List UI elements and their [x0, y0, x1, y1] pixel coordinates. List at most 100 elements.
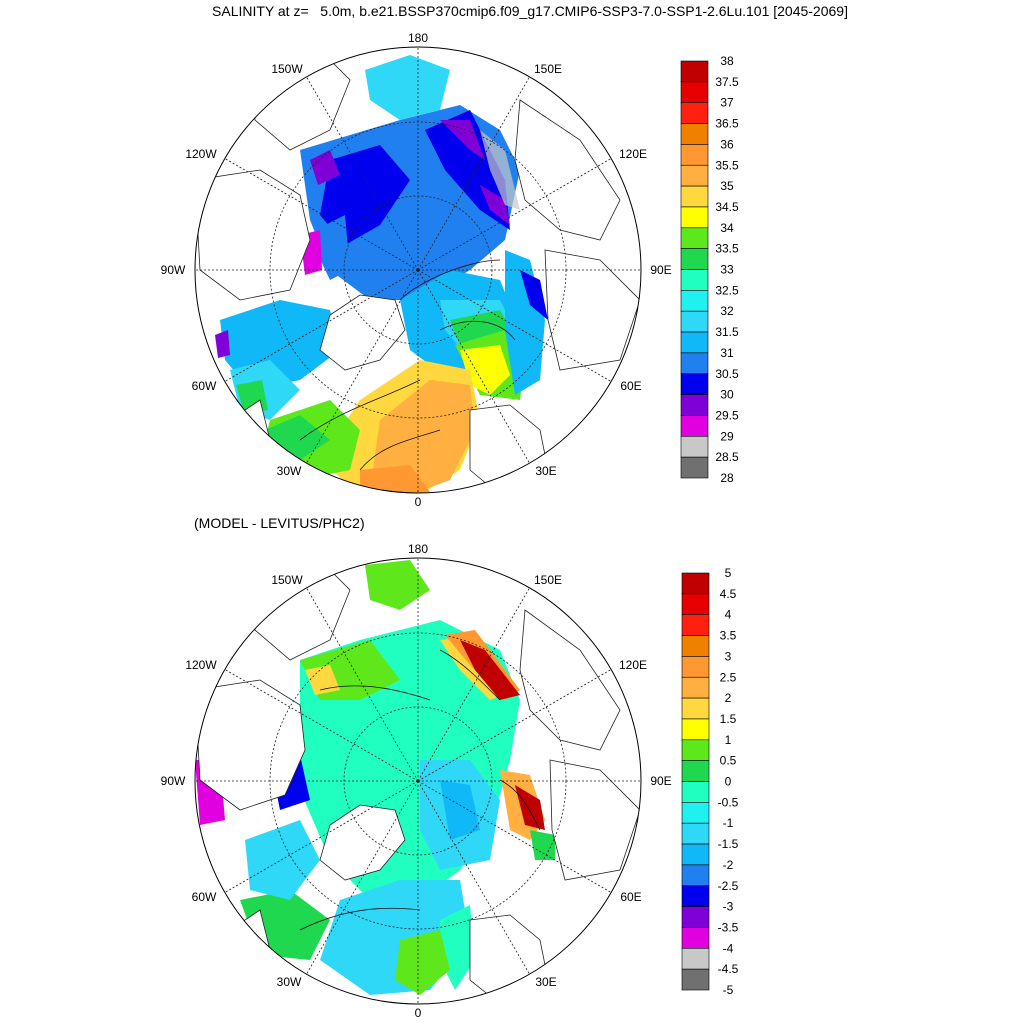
- salinity-colorbar-swatch-2: [680, 102, 709, 124]
- difference-colorbar-swatch-0: [681, 572, 710, 595]
- salinity-colorbar-label-20: 28: [720, 471, 734, 485]
- salinity-colorbar-swatch-14: [680, 352, 709, 375]
- difference-colorbar-label-2: 4: [725, 608, 732, 622]
- difference-colorbar-label-14: -2: [723, 858, 734, 872]
- salinity-colorbar-label-19: 28.5: [715, 450, 739, 464]
- salinity-colorbar-label-6: 35: [720, 179, 734, 193]
- lon-label-90w-bottom: 90W: [161, 774, 186, 788]
- salinity-colorbar-label-14: 31: [720, 346, 734, 360]
- difference-colorbar-label-17: -3.5: [718, 920, 739, 934]
- salinity-colorbar-label-8: 34: [720, 221, 734, 235]
- difference-colorbar-label-19: -4.5: [718, 962, 739, 976]
- difference-colorbar-label-11: -0.5: [718, 795, 739, 809]
- salinity-colorbar-label-11: 32.5: [715, 283, 739, 297]
- salinity-colorbar-label-10: 33: [720, 263, 734, 277]
- lon-label-150e-top: 150E: [534, 62, 562, 76]
- salinity-colorbar-swatch-7: [680, 206, 709, 229]
- difference-colorbar-label-7: 1.5: [720, 712, 737, 726]
- salinity-colorbar-swatch-19: [680, 456, 709, 479]
- difference-colorbar-label-5: 2.5: [720, 670, 737, 684]
- difference-colorbar-swatch-10: [681, 781, 710, 803]
- difference-colorbar-label-9: 0.5: [720, 754, 737, 768]
- lon-label-120w-top: 120W: [185, 147, 217, 161]
- salinity-colorbar-label-12: 32: [720, 304, 734, 318]
- difference-colorbar-label-20: -5: [723, 983, 734, 997]
- salinity-colorbar-swatch-15: [680, 373, 709, 395]
- difference-colorbar-label-13: -1.5: [718, 837, 739, 851]
- lon-label-90w-top: 90W: [161, 263, 186, 277]
- salinity-map: 180 150E 120E 90E 60E 30E 0 30W 60W 90W …: [161, 31, 672, 509]
- difference-colorbar-swatch-11: [681, 802, 710, 824]
- difference-colorbar-label-6: 2: [725, 691, 732, 705]
- salinity-colorbar-label-4: 36: [720, 137, 734, 151]
- salinity-colorbar-swatch-0: [680, 60, 709, 83]
- difference-colorbar: 5 4.5 4 3.5 3 2.5 2 1.5 1 0.5 0 -0.5 -1 -1.5 -2 -2.5 -3 -…: [681, 566, 739, 997]
- difference-map: 180 150E 120E 90E 60E 30E 0 30W 60W 90W …: [161, 542, 672, 1020]
- difference-colorbar-label-18: -4: [723, 941, 734, 955]
- salinity-colorbar-label-13: 31.5: [715, 325, 739, 339]
- difference-colorbar-swatch-7: [681, 718, 710, 741]
- salinity-colorbar-swatch-11: [680, 290, 709, 312]
- lon-label-90e-bottom: 90E: [650, 774, 671, 788]
- salinity-colorbar-swatch-5: [680, 164, 709, 187]
- difference-colorbar-label-16: -3: [723, 900, 734, 914]
- difference-colorbar-label-0: 5: [725, 566, 732, 580]
- difference-colorbar-swatch-12: [681, 822, 710, 845]
- salinity-colorbar-label-16: 30: [720, 388, 734, 402]
- lon-label-30e-bottom: 30E: [535, 975, 556, 989]
- salinity-colorbar-label-3: 36.5: [715, 117, 739, 131]
- difference-colorbar-swatch-14: [681, 864, 710, 887]
- lon-label-150w-bottom: 150W: [271, 573, 303, 587]
- salinity-colorbar-swatch-4: [680, 144, 709, 166]
- difference-colorbar-label-3: 3.5: [720, 629, 737, 643]
- lon-label-150e-bottom: 150E: [534, 573, 562, 587]
- salinity-colorbar-swatch-18: [680, 435, 709, 458]
- lon-label-120e-bottom: 120E: [619, 658, 647, 672]
- difference-colorbar-label-15: -2.5: [718, 879, 739, 893]
- difference-colorbar-swatch-6: [681, 697, 710, 720]
- salinity-colorbar-swatch-13: [680, 331, 709, 354]
- difference-colorbar-swatch-15: [681, 885, 710, 907]
- lon-label-60e-bottom: 60E: [620, 890, 641, 904]
- salinity-colorbar-swatch-3: [680, 123, 709, 145]
- difference-colorbar-label-12: -1: [723, 816, 734, 830]
- lon-label-30e-top: 30E: [535, 464, 556, 478]
- difference-colorbar-label-1: 4.5: [720, 587, 737, 601]
- salinity-colorbar-swatch-10: [680, 269, 709, 291]
- salinity-colorbar-label-7: 34.5: [715, 200, 739, 214]
- salinity-colorbar: 38 37.5 37 36.5 36 35.5 35 34.5 34 33.5 33 32.5 32 31…: [680, 54, 739, 485]
- difference-colorbar-swatch-19: [681, 968, 710, 991]
- difference-colorbar-swatch-18: [681, 947, 710, 970]
- difference-colorbar-swatch-4: [681, 656, 710, 678]
- difference-colorbar-swatch-1: [681, 593, 710, 615]
- lon-label-120w-bottom: 120W: [185, 658, 217, 672]
- lon-label-60w-bottom: 60W: [192, 890, 217, 904]
- lon-label-0-top: 0: [415, 495, 422, 509]
- salinity-colorbar-swatch-8: [680, 227, 709, 249]
- lon-label-150w-top: 150W: [271, 62, 303, 76]
- salinity-colorbar-label-1: 37.5: [715, 75, 739, 89]
- salinity-colorbar-swatch-9: [680, 248, 709, 270]
- difference-colorbar-swatch-3: [681, 635, 710, 657]
- difference-colorbar-swatch-13: [681, 843, 710, 866]
- difference-colorbar-swatch-9: [681, 760, 710, 782]
- difference-colorbar-label-10: 0: [725, 775, 732, 789]
- difference-colorbar-swatch-16: [681, 906, 710, 928]
- salinity-colorbar-label-0: 38: [720, 54, 734, 68]
- lon-label-30w-bottom: 30W: [277, 975, 302, 989]
- difference-colorbar-swatch-2: [681, 614, 710, 636]
- salinity-colorbar-swatch-6: [680, 185, 709, 208]
- difference-subtitle: (MODEL - LEVITUS/PHC2): [194, 515, 365, 531]
- salinity-colorbar-label-9: 33.5: [715, 242, 739, 256]
- lon-label-60w-top: 60W: [192, 379, 217, 393]
- salinity-colorbar-label-18: 29: [720, 429, 734, 443]
- salinity-colorbar-swatch-1: [680, 81, 709, 103]
- salinity-colorbar-swatch-17: [680, 415, 709, 437]
- figure-title: SALINITY at z= 5.0m, b.e21.BSSP370cmip6.…: [212, 3, 848, 19]
- salinity-colorbar-swatch-16: [680, 394, 709, 416]
- difference-colorbar-swatch-8: [681, 739, 710, 761]
- lon-label-120e-top: 120E: [619, 147, 647, 161]
- salinity-colorbar-label-2: 37: [720, 96, 734, 110]
- salinity-colorbar-label-17: 29.5: [715, 408, 739, 422]
- difference-colorbar-label-4: 3: [725, 649, 732, 663]
